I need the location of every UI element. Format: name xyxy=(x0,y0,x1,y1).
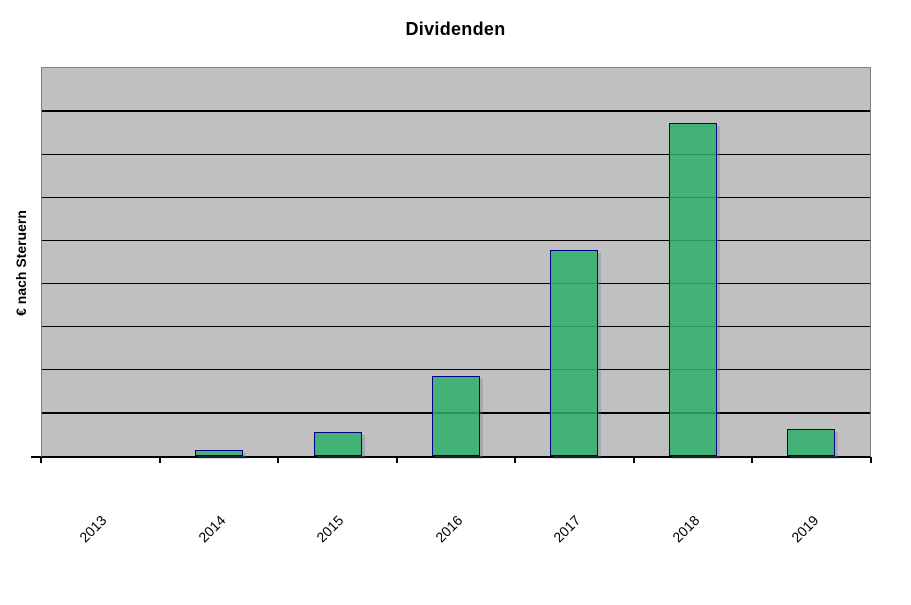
x-tick-label-2018: 2018 xyxy=(669,512,703,546)
x-axis-tick xyxy=(751,457,754,463)
plot-area xyxy=(41,67,871,458)
bar-2018 xyxy=(668,122,717,456)
axis-extension xyxy=(31,456,41,458)
x-axis-tick xyxy=(395,457,398,463)
x-axis-tick xyxy=(40,457,42,463)
x-axis-tick xyxy=(277,457,280,463)
bar-2017 xyxy=(550,249,599,456)
bar-2014 xyxy=(195,449,244,456)
x-axis-tick xyxy=(158,457,161,463)
bar-2019 xyxy=(786,428,835,456)
x-tick-label-2016: 2016 xyxy=(431,512,466,546)
gridline xyxy=(42,325,870,328)
gridline xyxy=(42,110,870,112)
gridline xyxy=(42,239,870,242)
chart-title: Dividenden xyxy=(405,19,506,39)
x-axis-tick xyxy=(870,457,872,463)
gridline xyxy=(42,282,870,285)
x-axis-tick xyxy=(514,457,517,463)
gridline xyxy=(42,369,870,371)
bar-2015 xyxy=(313,432,362,456)
x-tick-label-2015: 2015 xyxy=(313,512,347,546)
x-tick-label-2019: 2019 xyxy=(787,512,822,546)
x-tick-label-2014: 2014 xyxy=(194,512,229,546)
gridline xyxy=(42,196,870,199)
bar-2016 xyxy=(432,375,480,456)
x-tick-label-2017: 2017 xyxy=(550,512,584,546)
y-axis-title: € nach Steruern xyxy=(13,210,29,316)
x-axis-tick xyxy=(632,457,635,463)
gridline xyxy=(42,153,870,155)
x-tick-label-2013: 2013 xyxy=(76,512,110,546)
